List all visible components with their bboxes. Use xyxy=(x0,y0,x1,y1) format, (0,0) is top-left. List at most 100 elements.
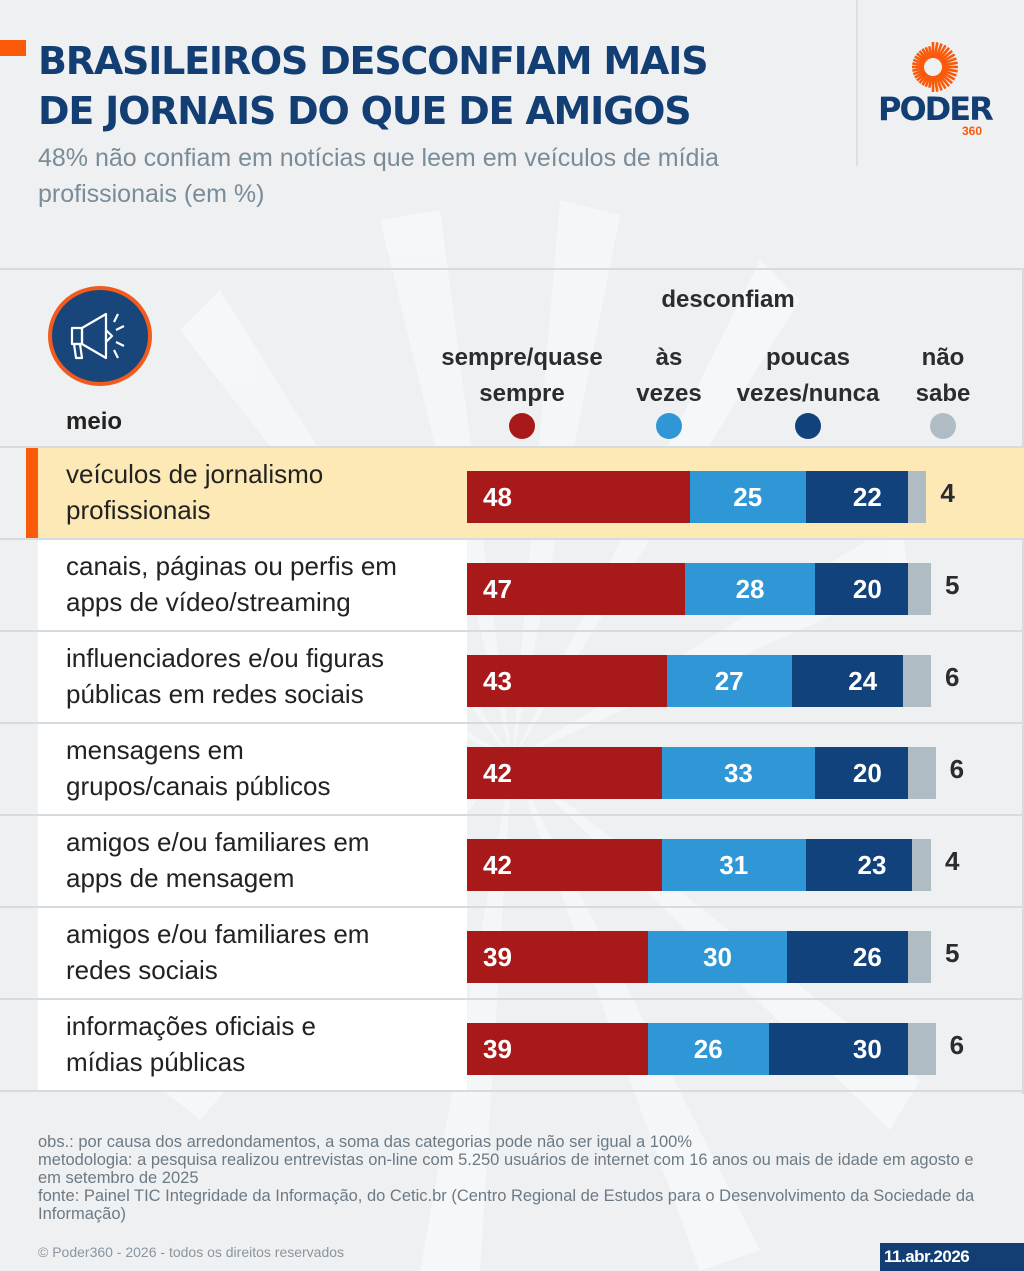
logo-ray xyxy=(934,43,943,59)
bar-segment-sempre-quase-sempre: 48 xyxy=(467,471,690,523)
legend-label-line: vezes/nunca xyxy=(736,380,880,407)
bar-segment-poucas-vezes-nunca: 24 xyxy=(791,655,904,707)
legend-label-line: sempre xyxy=(479,380,565,407)
data-label: 48 xyxy=(483,482,512,512)
bar-segment-poucas-vezes-nunca: 30 xyxy=(768,1023,908,1075)
logo-ray xyxy=(940,70,956,81)
data-label: 26 xyxy=(852,942,882,972)
category-label-line: amigos e/ou familiares em xyxy=(66,919,370,949)
bar-segment--s-vezes: 27 xyxy=(666,655,792,707)
bar-segment--s-vezes: 30 xyxy=(647,931,788,983)
logo-ray xyxy=(941,57,957,66)
bar-segment-n-o-sabe xyxy=(907,563,931,615)
logo-ray xyxy=(924,75,932,88)
logo-ray xyxy=(933,75,939,92)
data-label: 5 xyxy=(945,938,960,968)
legend-label: não sabe xyxy=(903,340,983,412)
category-label: informações oficiais e mídias públicas xyxy=(66,1008,461,1080)
logo-ray xyxy=(918,50,929,61)
bar-segment-n-o-sabe xyxy=(907,747,936,799)
title-accent-bar xyxy=(0,40,26,56)
category-label-line: profissionais xyxy=(66,495,211,525)
category-label-line: informações oficiais e xyxy=(66,1011,316,1041)
chart-row: informações oficiais e mídias públicas xyxy=(38,1000,1024,1090)
category-label-line: públicas em redes sociais xyxy=(66,679,364,709)
logo-ray xyxy=(937,73,951,87)
logo-ray xyxy=(916,52,927,63)
note-source: fonte: Painel TIC Integridade da Informa… xyxy=(38,1187,975,1223)
logo-ray xyxy=(912,62,925,67)
category-label-box: amigos e/ou familiares em apps de mensage… xyxy=(38,816,467,906)
legend-label-line: poucas xyxy=(765,344,851,371)
data-label: 20 xyxy=(852,574,882,604)
data-label: 25 xyxy=(733,482,763,512)
divider xyxy=(0,814,1024,816)
logo-ray xyxy=(941,67,958,73)
logo-ray xyxy=(940,53,956,64)
category-label-line: grupos/canais públicos xyxy=(66,771,331,801)
category-label-line: redes sociais xyxy=(66,955,218,985)
bar-segment-sempre-quase-sempre: 42 xyxy=(467,747,662,799)
logo-ray xyxy=(928,46,933,59)
divider xyxy=(0,630,1024,632)
logo-ray xyxy=(928,75,933,88)
legend-group-label: desconfiam xyxy=(661,286,795,313)
data-label: 22 xyxy=(852,482,882,512)
category-label-line: apps de mensagem xyxy=(66,863,295,893)
category-label-box: veículos de jornalismo profissionais xyxy=(38,448,467,538)
footnotes: obs.: por causa dos arredondamentos, a s… xyxy=(38,1133,998,1223)
logo-ray xyxy=(912,68,925,76)
note-obs: obs.: por causa dos arredondamentos, a s… xyxy=(38,1133,692,1151)
divider xyxy=(0,446,1024,448)
logo-ray xyxy=(934,75,943,91)
category-label: influenciadores e/ou figuras públicas em … xyxy=(66,640,461,712)
logo-ray xyxy=(921,74,930,86)
logo-ray xyxy=(924,46,932,59)
logo-ray xyxy=(912,67,925,72)
category-label-box: informações oficiais e mídias públicas xyxy=(38,1000,467,1090)
legend-label: às vezes xyxy=(624,340,714,412)
subtitle: 48% não confiam em notícias que leem em … xyxy=(38,144,719,208)
data-label: 27 xyxy=(714,666,744,696)
logo-ray xyxy=(941,61,958,67)
page-title: BRASILEIROS DESCONFIAM MAIS DE JORNAIS D… xyxy=(38,36,838,136)
data-label: 31 xyxy=(719,850,749,880)
poder360-logo: PODER 360 xyxy=(878,40,994,140)
data-label: 26 xyxy=(693,1034,723,1064)
bar-segment-poucas-vezes-nunca: 22 xyxy=(805,471,908,523)
divider xyxy=(0,722,1024,724)
title-line: BRASILEIROS DESCONFIAM MAIS xyxy=(38,39,709,83)
category-label: veículos de jornalismo profissionais xyxy=(66,456,461,528)
chart-row: amigos e/ou familiares em apps de mensage… xyxy=(38,816,1024,906)
logo-ray xyxy=(918,73,929,84)
data-label: 6 xyxy=(945,662,960,692)
logo-ray xyxy=(921,48,930,60)
legend-label: sempre/quase sempre xyxy=(417,340,627,412)
bar-segment-n-o-sabe xyxy=(907,1023,936,1075)
divider xyxy=(0,268,1024,270)
bar-segment-poucas-vezes-nunca: 23 xyxy=(805,839,913,891)
legend-label-line: às xyxy=(655,344,683,371)
bar-segment-sempre-quase-sempre: 43 xyxy=(467,655,667,707)
legend-label-line: não xyxy=(921,344,965,371)
logo-ray xyxy=(936,74,947,90)
legend-label-line: sabe xyxy=(915,380,971,407)
data-label: 33 xyxy=(723,758,753,788)
category-label-line: veículos de jornalismo xyxy=(66,459,324,489)
megaphone-icon xyxy=(70,312,125,360)
divider xyxy=(0,906,1024,908)
logo-ray xyxy=(912,58,925,66)
legend-swatch xyxy=(656,413,682,439)
data-label: 30 xyxy=(703,942,732,972)
chart-row: influenciadores e/ou figuras públicas em … xyxy=(38,632,1024,722)
chart-row: mensagens em grupos/canais públicos xyxy=(38,724,1024,814)
logo-ray xyxy=(933,42,939,59)
data-label: 4 xyxy=(945,846,960,876)
bar-segment-poucas-vezes-nunca: 20 xyxy=(815,747,908,799)
logo-ray xyxy=(939,71,953,85)
legend-label-line: sempre/quase xyxy=(441,344,603,371)
divider xyxy=(0,538,1024,540)
category-label-box: mensagens em grupos/canais públicos xyxy=(38,724,467,814)
bar-segment--s-vezes: 25 xyxy=(689,471,806,523)
category-label-line: mídias públicas xyxy=(66,1047,246,1077)
